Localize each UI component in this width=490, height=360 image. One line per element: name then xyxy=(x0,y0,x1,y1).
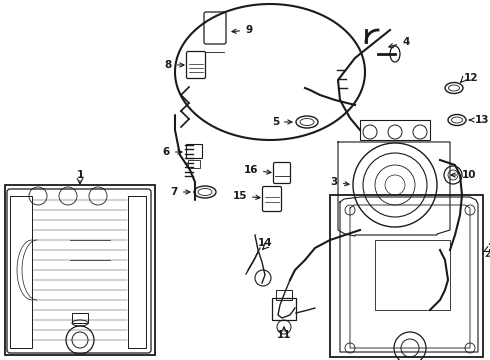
Text: 15: 15 xyxy=(232,191,260,201)
Text: 4: 4 xyxy=(389,37,409,48)
Bar xyxy=(272,298,296,320)
Bar xyxy=(128,196,146,348)
Text: 13: 13 xyxy=(469,115,490,125)
Text: 16: 16 xyxy=(244,165,271,175)
Text: 12: 12 xyxy=(464,73,479,83)
Text: 11: 11 xyxy=(277,330,291,340)
Text: 3: 3 xyxy=(331,177,349,187)
Text: 7: 7 xyxy=(171,187,190,197)
Text: 9: 9 xyxy=(232,25,252,35)
Text: 8: 8 xyxy=(165,60,184,70)
Bar xyxy=(375,240,450,310)
Text: 5: 5 xyxy=(272,117,292,127)
Bar xyxy=(276,290,292,300)
Bar xyxy=(360,120,430,140)
Text: 14: 14 xyxy=(258,238,272,248)
Text: 1: 1 xyxy=(76,170,84,180)
Text: 6: 6 xyxy=(163,147,182,157)
Bar xyxy=(188,160,200,168)
Bar xyxy=(330,195,483,357)
Text: 2: 2 xyxy=(487,243,490,253)
Bar xyxy=(186,144,202,158)
Text: 10: 10 xyxy=(451,170,476,180)
Bar xyxy=(10,196,32,348)
Bar xyxy=(5,185,155,355)
Bar xyxy=(72,313,88,323)
